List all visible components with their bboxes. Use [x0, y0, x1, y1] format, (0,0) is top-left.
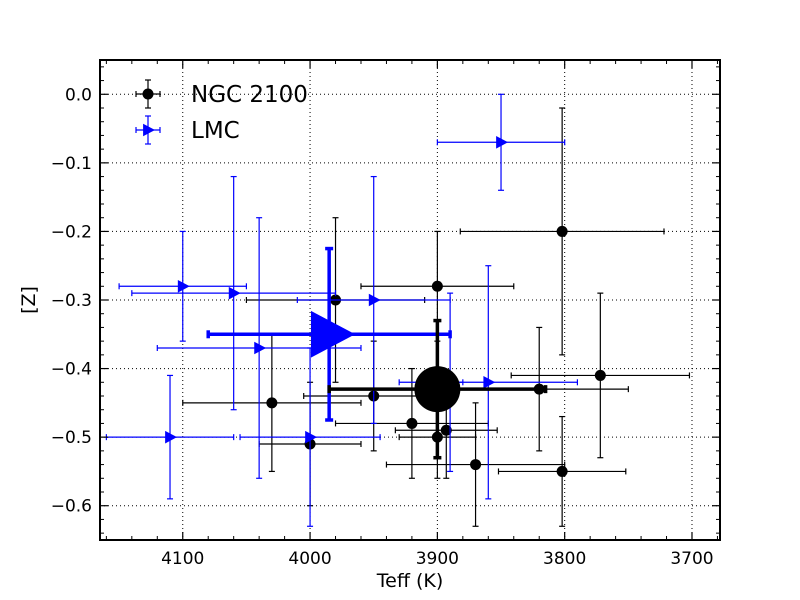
y-tick-label: 0.0 [65, 85, 92, 105]
y-tick-label: −0.5 [51, 428, 92, 448]
x-axis-label: Teff (K) [376, 570, 443, 592]
x-tick-label: 3700 [670, 549, 713, 569]
series-lmc [105, 93, 579, 527]
x-tick-label: 4000 [288, 549, 331, 569]
legend-marker [142, 88, 154, 100]
data-point [556, 465, 568, 477]
y-axis-label: [Z] [18, 286, 40, 314]
data-point [165, 430, 178, 444]
y-tick-label: −0.2 [51, 222, 92, 242]
data-point [406, 417, 418, 429]
data-point [556, 225, 568, 237]
x-tick-label: 3900 [416, 549, 459, 569]
data-point [177, 279, 190, 293]
legend-label: NGC 2100 [191, 82, 308, 108]
mean-point [414, 366, 461, 413]
data-point [254, 341, 267, 355]
y-tick-label: −0.3 [51, 291, 92, 311]
legend-marker [143, 123, 155, 137]
legend-label: LMC [191, 118, 240, 144]
legend-entry: NGC 2100 [135, 79, 308, 109]
data-point [483, 375, 496, 389]
y-tick-label: −0.1 [51, 154, 92, 174]
y-tick-label: −0.4 [51, 360, 92, 380]
series-emphasized-3 [327, 318, 548, 460]
data-point [228, 286, 241, 300]
axis-ticks: 4100 4000 3900 3800 3700 0.0 −0.1 −0.2 −0.3 −0.4 −… [51, 60, 720, 569]
x-tick-label: 4100 [161, 549, 204, 569]
data-points [105, 93, 691, 527]
data-point [431, 280, 443, 292]
data-point [266, 397, 278, 409]
legend-entry: LMC [135, 115, 240, 145]
legend: NGC 2100 LMC [135, 79, 308, 145]
data-point [368, 293, 381, 307]
x-tick-label: 3800 [543, 549, 586, 569]
data-point [594, 369, 606, 381]
mean-point [310, 310, 356, 358]
data-point [470, 459, 482, 471]
series-emphasized-2 [206, 246, 452, 422]
y-tick-label: −0.6 [51, 497, 92, 517]
data-point [440, 424, 452, 436]
data-point [305, 430, 318, 444]
data-point [496, 135, 509, 149]
